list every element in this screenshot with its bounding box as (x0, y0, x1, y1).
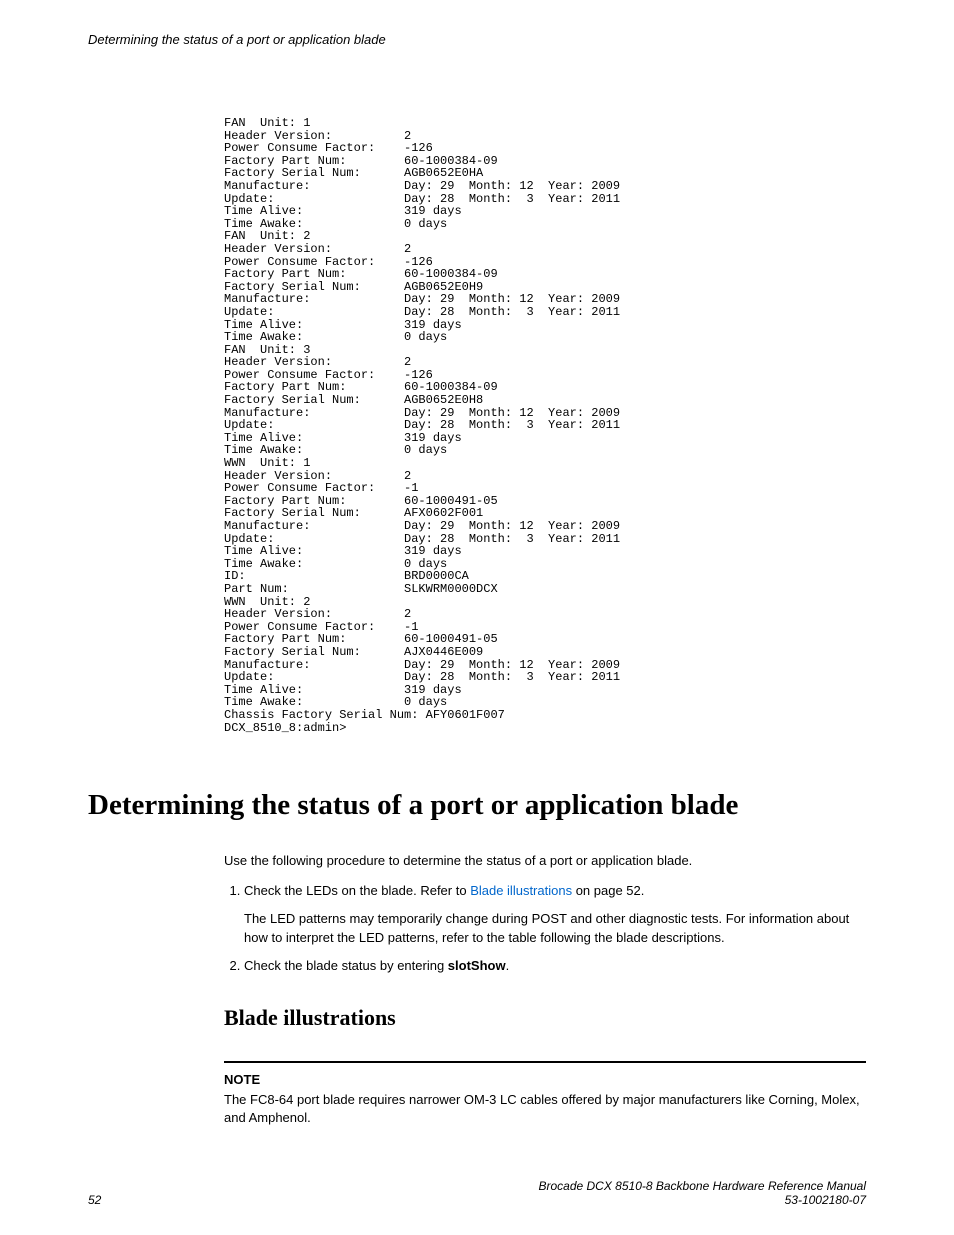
section-title: Determining the status of a port or appl… (88, 789, 866, 822)
step-1: Check the LEDs on the blade. Refer to Bl… (244, 882, 866, 947)
running-head: Determining the status of a port or appl… (88, 32, 866, 47)
footer-manual-title: Brocade DCX 8510-8 Backbone Hardware Ref… (538, 1179, 866, 1193)
step-1-post: on page 52. (572, 883, 644, 898)
footer-manual-info: Brocade DCX 8510-8 Backbone Hardware Ref… (538, 1179, 866, 1207)
step-2: Check the blade status by entering slotS… (244, 957, 866, 975)
blade-illustrations-link[interactable]: Blade illustrations (470, 883, 572, 898)
subsection-title: Blade illustrations (224, 1005, 866, 1031)
note-block: NOTE The FC8-64 port blade requires narr… (224, 1061, 866, 1128)
note-text: The FC8-64 port blade requires narrower … (224, 1091, 866, 1127)
step-2-post: . (506, 958, 510, 973)
step-1-pre: Check the LEDs on the blade. Refer to (244, 883, 470, 898)
section-intro: Use the following procedure to determine… (224, 852, 866, 870)
footer-page-number: 52 (88, 1193, 101, 1207)
page-container: Determining the status of a port or appl… (0, 0, 954, 1235)
intro-paragraph: Use the following procedure to determine… (224, 852, 866, 870)
step-2-pre: Check the blade status by entering (244, 958, 448, 973)
step-1-sub: The LED patterns may temporarily change … (244, 910, 866, 946)
terminal-output: FAN Unit: 1 Header Version: 2 Power Cons… (224, 117, 866, 734)
procedure-steps: Check the LEDs on the blade. Refer to Bl… (224, 882, 866, 975)
slotshow-command: slotShow (448, 958, 506, 973)
footer-doc-number: 53-1002180-07 (538, 1193, 866, 1207)
page-footer: 52 Brocade DCX 8510-8 Backbone Hardware … (88, 1179, 866, 1207)
note-label: NOTE (224, 1071, 866, 1089)
